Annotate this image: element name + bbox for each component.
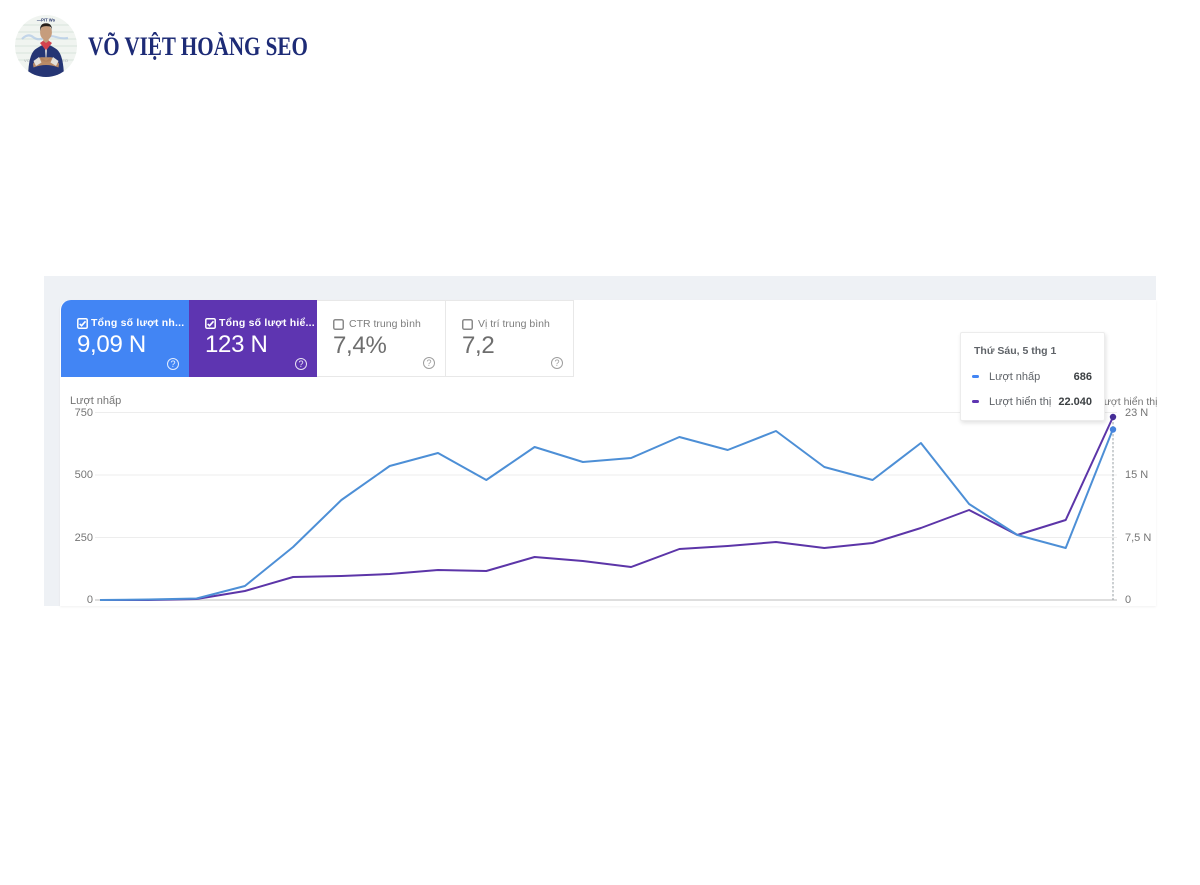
svg-text:―PIT Ws: ―PIT Ws (37, 18, 56, 23)
